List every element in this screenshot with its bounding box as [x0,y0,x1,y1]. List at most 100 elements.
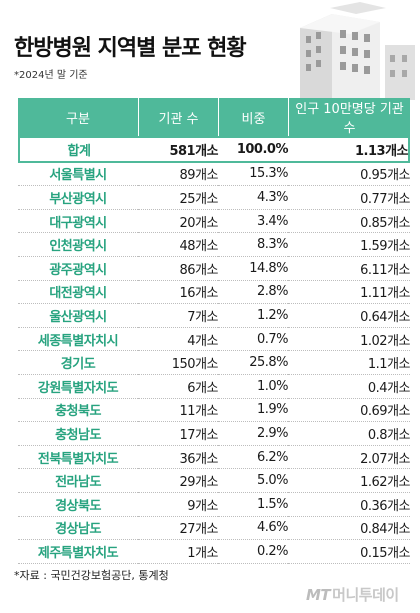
per-100k-cell: 0.15개소 [288,540,411,564]
region-cell: 강원특별자치도 [18,375,138,399]
ratio-cell: 4.6% [218,517,289,541]
table-body: 합계 581개소 100.0% 1.13개소 서울특별시 89개소 15.3% 0.95개소 부… [18,136,411,564]
table-row: 대구광역시 20개소 3.4% 0.85개소 [18,210,411,234]
per-100k-cell: 0.85개소 [288,210,411,234]
table-row: 울산광역시 7개소 1.2% 0.64개소 [18,304,411,328]
region-cell: 경상남도 [18,517,138,541]
count-cell: 11개소 [138,399,219,423]
ratio-cell: 100.0% [218,136,289,163]
ratio-cell: 5.0% [218,469,289,493]
table-row: 제주특별자치도 1개소 0.2% 0.15개소 [18,540,411,564]
table-row: 세종특별자치시 4개소 0.7% 1.02개소 [18,328,411,352]
count-cell: 9개소 [138,493,219,517]
table-row: 경기도 150개소 25.8% 1.1개소 [18,351,411,375]
per-100k-cell: 0.36개소 [288,493,411,517]
count-cell: 4개소 [138,328,219,352]
per-100k-cell: 0.84개소 [288,517,411,541]
table-row: 광주광역시 86개소 14.8% 6.11개소 [18,257,411,281]
table-header-row: 구분 기관 수 비중 인구 10만명당 기관 수 [18,98,410,136]
per-100k-cell: 0.95개소 [288,163,411,187]
region-cell: 제주특별자치도 [18,540,138,564]
region-cell: 경상북도 [18,493,138,517]
count-cell: 89개소 [138,163,219,187]
per-100k-cell: 1.62개소 [288,469,411,493]
region-cell: 광주광역시 [18,257,138,281]
region-cell: 울산광역시 [18,304,138,328]
per-100k-cell: 0.64개소 [288,304,411,328]
ratio-cell: 2.8% [218,281,289,305]
header-region: 구분 [18,98,138,136]
table-row: 인천광역시 48개소 8.3% 1.59개소 [18,233,411,257]
region-cell: 부산광역시 [18,186,138,210]
count-cell: 1개소 [138,540,219,564]
per-100k-cell: 1.13개소 [288,136,410,163]
per-100k-cell: 1.11개소 [288,281,411,305]
table-row: 대전광역시 16개소 2.8% 1.11개소 [18,281,411,305]
ratio-cell: 1.9% [218,399,289,423]
source-note: *자료 : 국민건강보험공단, 통계청 [14,569,169,582]
per-100k-cell: 0.69개소 [288,399,411,423]
region-cell: 충청북도 [18,399,138,423]
region-cell: 전북특별자치도 [18,446,138,470]
ratio-cell: 3.4% [218,210,289,234]
hospital-building-icon [300,2,415,100]
per-100k-cell: 0.8개소 [288,422,411,446]
table-row: 부산광역시 25개소 4.3% 0.77개소 [18,186,411,210]
count-cell: 17개소 [138,422,219,446]
region-cell: 대전광역시 [18,281,138,305]
total-row: 합계 581개소 100.0% 1.13개소 [18,136,410,163]
table-row: 강원특별자치도 6개소 1.0% 0.4개소 [18,375,411,399]
region-cell: 경기도 [18,351,138,375]
count-cell: 86개소 [138,257,219,281]
table-row: 경상남도 27개소 4.6% 0.84개소 [18,517,411,541]
page-title: 한방병원 지역별 분포 현황 [14,36,247,61]
ratio-cell: 8.3% [218,233,289,257]
publisher-logo: MT 머니투데이 [306,584,399,605]
count-cell: 36개소 [138,446,219,470]
count-cell: 16개소 [138,281,219,305]
region-cell: 세종특별자치시 [18,328,138,352]
ratio-cell: 4.3% [218,186,289,210]
table-row: 충청남도 17개소 2.9% 0.8개소 [18,422,411,446]
ratio-cell: 25.8% [218,351,289,375]
ratio-cell: 1.0% [218,375,289,399]
ratio-cell: 15.3% [218,163,289,187]
ratio-cell: 6.2% [218,446,289,470]
region-cell: 충청남도 [18,422,138,446]
count-cell: 7개소 [138,304,219,328]
logo-text: 머니투데이 [332,586,399,604]
per-100k-cell: 0.4개소 [288,375,411,399]
region-cell: 대구광역시 [18,210,138,234]
logo-mark: MT [306,586,331,604]
count-cell: 25개소 [138,186,219,210]
count-cell: 48개소 [138,233,219,257]
date-note: *2024년 말 기준 [14,70,88,81]
region-cell: 합계 [18,136,138,163]
per-100k-cell: 0.77개소 [288,186,411,210]
per-100k-cell: 1.1개소 [288,351,411,375]
distribution-table: 구분 기관 수 비중 인구 10만명당 기관 수 합계 581개소 100.0% 1.… [18,98,411,564]
header-ratio: 비중 [218,98,288,136]
count-cell: 20개소 [138,210,219,234]
per-100k-cell: 2.07개소 [288,446,411,470]
count-cell: 27개소 [138,517,219,541]
ratio-cell: 0.2% [218,540,289,564]
ratio-cell: 2.9% [218,422,289,446]
per-100k-cell: 1.02개소 [288,328,411,352]
per-100k-cell: 6.11개소 [288,257,411,281]
ratio-cell: 14.8% [218,257,289,281]
region-cell: 인천광역시 [18,233,138,257]
count-cell: 581개소 [138,136,219,163]
region-cell: 서울특별시 [18,163,138,187]
table-row: 전라남도 29개소 5.0% 1.62개소 [18,469,411,493]
ratio-cell: 1.5% [218,493,289,517]
count-cell: 29개소 [138,469,219,493]
header-per-100k: 인구 10만명당 기관 수 [288,98,410,136]
table-row: 서울특별시 89개소 15.3% 0.95개소 [18,163,411,187]
header-count: 기관 수 [138,98,218,136]
ratio-cell: 1.2% [218,304,289,328]
table-row: 충청북도 11개소 1.9% 0.69개소 [18,399,411,423]
table-row: 전북특별자치도 36개소 6.2% 2.07개소 [18,446,411,470]
count-cell: 150개소 [138,351,219,375]
table-row: 경상북도 9개소 1.5% 0.36개소 [18,493,411,517]
